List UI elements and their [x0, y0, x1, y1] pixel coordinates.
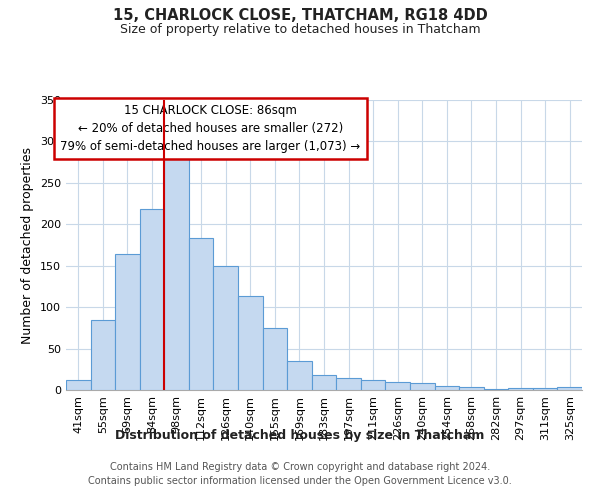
Bar — [115, 254, 140, 390]
Text: Size of property relative to detached houses in Thatcham: Size of property relative to detached ho… — [119, 22, 481, 36]
Bar — [484, 389, 508, 390]
Text: 15 CHARLOCK CLOSE: 86sqm
← 20% of detached houses are smaller (272)
79% of semi-: 15 CHARLOCK CLOSE: 86sqm ← 20% of detach… — [61, 104, 361, 154]
Text: Contains public sector information licensed under the Open Government Licence v3: Contains public sector information licen… — [88, 476, 512, 486]
Bar — [238, 296, 263, 390]
Bar — [189, 238, 214, 390]
Bar — [263, 328, 287, 390]
Bar — [410, 382, 434, 390]
Bar — [287, 361, 312, 390]
Bar — [66, 380, 91, 390]
Bar — [385, 382, 410, 390]
Bar — [533, 388, 557, 390]
Bar — [434, 386, 459, 390]
Bar — [91, 320, 115, 390]
Bar — [459, 386, 484, 390]
Bar — [361, 380, 385, 390]
Bar — [164, 152, 189, 390]
Text: 15, CHARLOCK CLOSE, THATCHAM, RG18 4DD: 15, CHARLOCK CLOSE, THATCHAM, RG18 4DD — [113, 8, 487, 22]
Bar — [508, 388, 533, 390]
Bar — [214, 266, 238, 390]
Text: Distribution of detached houses by size in Thatcham: Distribution of detached houses by size … — [115, 428, 485, 442]
Bar — [336, 378, 361, 390]
Text: Contains HM Land Registry data © Crown copyright and database right 2024.: Contains HM Land Registry data © Crown c… — [110, 462, 490, 472]
Bar — [312, 375, 336, 390]
Y-axis label: Number of detached properties: Number of detached properties — [22, 146, 34, 344]
Bar — [557, 386, 582, 390]
Bar — [140, 210, 164, 390]
